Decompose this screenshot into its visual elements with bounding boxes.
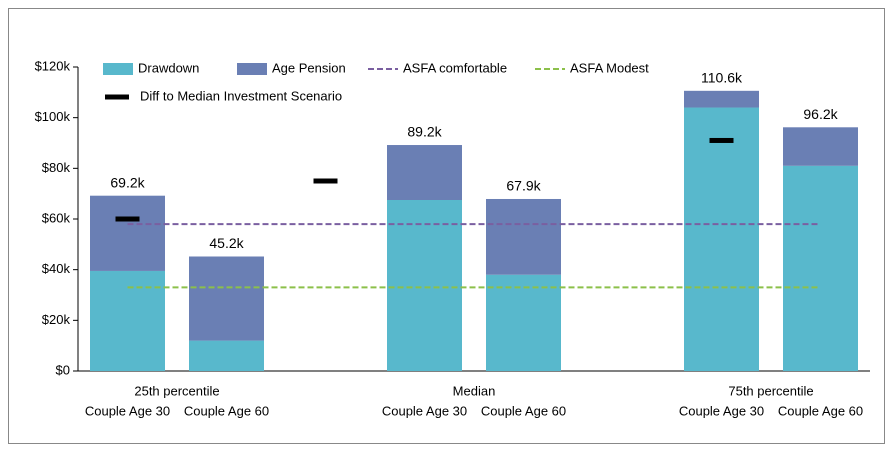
total-label: 69.2k <box>110 174 145 190</box>
legend-swatch <box>237 63 267 75</box>
bar-segment <box>783 165 858 371</box>
bar-segment <box>189 256 264 341</box>
legend-label: Diff to Median Investment Scenario <box>140 88 342 103</box>
y-tick-label: $20k <box>42 312 71 327</box>
diff-marker <box>115 216 140 222</box>
diff-marker <box>709 137 734 143</box>
legend-label: Age Pension <box>272 60 346 75</box>
y-tick-label: $100k <box>35 109 71 124</box>
bar-segment <box>387 145 462 200</box>
bar-segment <box>189 340 264 371</box>
y-tick-label: $40k <box>42 261 71 276</box>
bar-segment <box>90 195 165 271</box>
legend-swatch <box>105 94 129 100</box>
group-label: 25th percentile <box>134 383 219 398</box>
x-tick-label: Couple Age 30 <box>382 403 467 418</box>
total-label: 96.2k <box>803 106 838 122</box>
bar-segment <box>486 198 561 275</box>
y-tick-label: $0 <box>56 362 70 377</box>
total-label: 89.2k <box>407 124 442 140</box>
bar-segment <box>486 274 561 371</box>
bar-segment <box>90 270 165 371</box>
bar-segment <box>684 107 759 372</box>
group-label: Median <box>453 383 496 398</box>
legend-label: Drawdown <box>138 60 199 75</box>
total-label: 110.6k <box>701 70 743 86</box>
group-label: 75th percentile <box>728 383 813 398</box>
bar-segment <box>387 200 462 371</box>
bar-segment <box>783 127 858 166</box>
x-tick-label: Couple Age 60 <box>778 403 863 418</box>
legend-label: ASFA Modest <box>570 60 649 75</box>
x-tick-label: Couple Age 60 <box>481 403 566 418</box>
x-tick-label: Couple Age 60 <box>184 403 269 418</box>
x-tick-label: Couple Age 30 <box>85 403 170 418</box>
x-tick-label: Couple Age 30 <box>679 403 764 418</box>
total-label: 67.9k <box>506 178 541 194</box>
diff-marker <box>313 178 338 184</box>
y-tick-label: $60k <box>42 210 71 225</box>
total-label: 45.2k <box>209 235 244 251</box>
y-tick-label: $120k <box>35 58 71 73</box>
y-tick-label: $80k <box>42 160 71 175</box>
legend-swatch <box>103 63 133 75</box>
bar-segment <box>684 90 759 108</box>
legend-label: ASFA comfortable <box>403 60 507 75</box>
